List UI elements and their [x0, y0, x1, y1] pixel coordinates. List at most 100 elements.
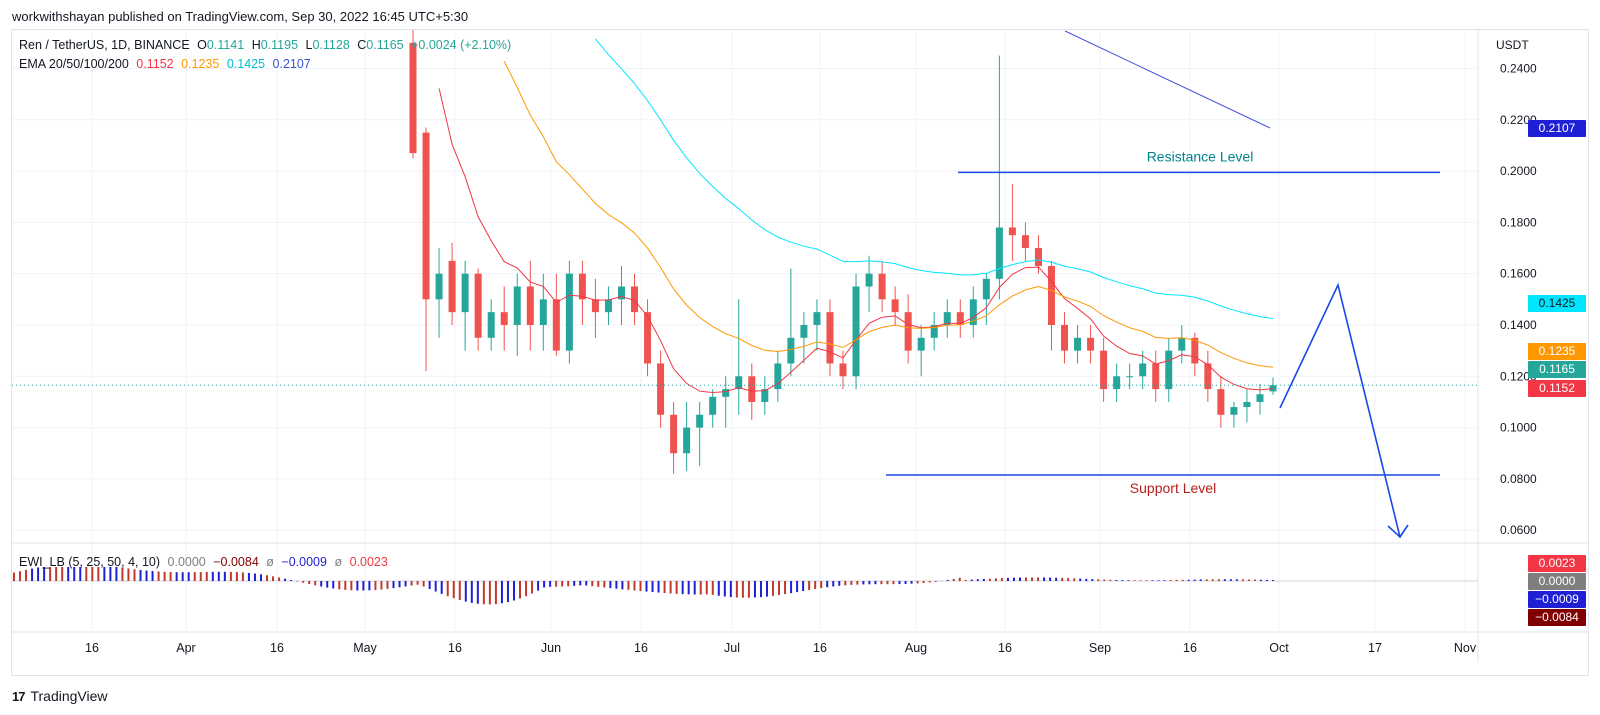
candle-body — [1178, 337, 1186, 351]
osc-value-4: 0.0023 — [349, 555, 388, 569]
candle-body — [1191, 337, 1199, 364]
candle-body — [1074, 337, 1082, 351]
candle-body — [930, 324, 938, 338]
currency-label: USDT — [1496, 38, 1529, 52]
change-value: +0.0024 (+2.10%) — [411, 38, 512, 52]
candle-body — [1008, 227, 1016, 236]
candle-body — [735, 376, 743, 390]
candle-body — [461, 273, 469, 313]
candle-body — [1243, 401, 1251, 408]
price-tick-label: 0.1200 — [1500, 369, 1537, 383]
time-tick-label: May — [353, 641, 377, 655]
resistance-label: Resistance Level — [1147, 148, 1254, 164]
time-tick-label: Oct — [1269, 641, 1289, 655]
ema50-line — [503, 60, 1274, 368]
candle-body — [904, 312, 912, 351]
tradingview-logo-icon: 17 — [12, 688, 26, 704]
candle-body — [982, 278, 990, 300]
candle-body — [409, 42, 417, 154]
candle-body — [787, 337, 795, 364]
time-tick-label: 16 — [1183, 641, 1197, 655]
candle-body — [1204, 363, 1212, 390]
projection-arrow-head — [1387, 524, 1409, 539]
phi-symbol-1: ø — [266, 555, 274, 569]
close-value: 0.1165 — [366, 38, 404, 52]
publisher-line: workwithshayan published on TradingView.… — [12, 9, 469, 24]
osc-legend: EWI_LB (5, 25, 50, 4, 10) 0.0000 −0.0084… — [19, 555, 392, 569]
ema100-value: 0.1425 — [226, 57, 266, 71]
ema200-line — [1064, 30, 1271, 129]
ema100-price-tag: 0.1425 — [1528, 295, 1586, 312]
candle-body — [500, 312, 508, 325]
candle-body — [943, 312, 951, 325]
phi-symbol-2: ø — [334, 555, 343, 569]
price-tick-label: 0.1800 — [1500, 215, 1537, 229]
high-label: H — [251, 38, 261, 52]
candle-body — [1165, 350, 1173, 390]
candle-body — [1100, 350, 1108, 390]
candle-body — [422, 132, 430, 300]
candle-body — [1269, 385, 1277, 392]
open-value: 0.1141 — [206, 38, 245, 52]
candle-body — [774, 363, 782, 390]
candle-body — [722, 389, 730, 397]
price-legend: Ren / TetherUS, 1D, BINANCE O0.1141 H0.1… — [19, 38, 515, 52]
tradingview-logo[interactable]: 17 TradingView — [12, 688, 108, 704]
tradingview-brand: TradingView — [30, 688, 108, 704]
osc-label[interactable]: EWI_LB (5, 25, 50, 4, 10) — [19, 555, 161, 569]
candle-body — [539, 299, 547, 325]
ema20-price-tag: 0.1152 — [1528, 380, 1586, 397]
time-tick-label: 16 — [270, 641, 284, 655]
price-tick-label: 0.1000 — [1500, 421, 1537, 435]
candle-body — [435, 273, 443, 300]
price-tick-label: 0.2000 — [1500, 164, 1537, 178]
osc-tag-darkred: −0.0084 — [1528, 609, 1586, 626]
ema-label[interactable]: EMA 20/50/100/200 — [19, 57, 129, 71]
time-tick-label: 16 — [813, 641, 827, 655]
symbol-label[interactable]: Ren / TetherUS, 1D, BINANCE — [19, 38, 190, 52]
candle-body — [839, 363, 847, 377]
support-label: Support Level — [1130, 480, 1216, 496]
candle-body — [683, 427, 691, 454]
candle-body — [995, 227, 1003, 279]
candle-body — [604, 299, 612, 313]
price-tick-label: 0.0600 — [1500, 523, 1537, 537]
projection-zigzag — [1279, 282, 1401, 538]
candle-body — [617, 286, 625, 300]
candle-body — [487, 312, 495, 338]
price-tick-label: 0.2200 — [1500, 113, 1537, 127]
low-value: 0.1128 — [312, 38, 350, 52]
price-tick-label: 0.2400 — [1500, 61, 1537, 75]
candle-body — [956, 312, 964, 325]
candle-body — [1087, 337, 1095, 351]
candle-body — [1061, 324, 1069, 351]
candle-body — [1021, 235, 1029, 249]
time-tick-label: 16 — [85, 641, 99, 655]
ema200-price-tag: 0.2107 — [1528, 120, 1586, 137]
price-tick-label: 0.1400 — [1500, 318, 1537, 332]
time-tick-label: 16 — [998, 641, 1012, 655]
candle-body — [448, 260, 456, 313]
time-tick-label: Nov — [1454, 641, 1477, 655]
time-tick-label: Jul — [724, 641, 740, 655]
ema20-value: 0.1152 — [136, 57, 174, 71]
ema50-value: 0.1235 — [181, 57, 220, 71]
time-tick-label: 16 — [448, 641, 462, 655]
candle-body — [474, 273, 482, 338]
candle-body — [513, 286, 521, 325]
candle-body — [748, 376, 756, 402]
candle-body — [917, 337, 925, 351]
price-tick-label: 0.1600 — [1500, 267, 1537, 281]
candle-body — [1139, 363, 1147, 377]
candle-body — [1047, 265, 1055, 325]
candle-body — [670, 414, 678, 454]
osc-value-2: −0.0084 — [213, 555, 259, 569]
candle-body — [709, 396, 717, 415]
ema200-value: 0.2107 — [272, 57, 311, 71]
candle-body — [1152, 363, 1160, 390]
candle-body — [1034, 248, 1042, 266]
candle-body — [1113, 376, 1121, 390]
time-tick-label: Jun — [541, 641, 561, 655]
price-tick-label: 0.0800 — [1500, 472, 1537, 486]
